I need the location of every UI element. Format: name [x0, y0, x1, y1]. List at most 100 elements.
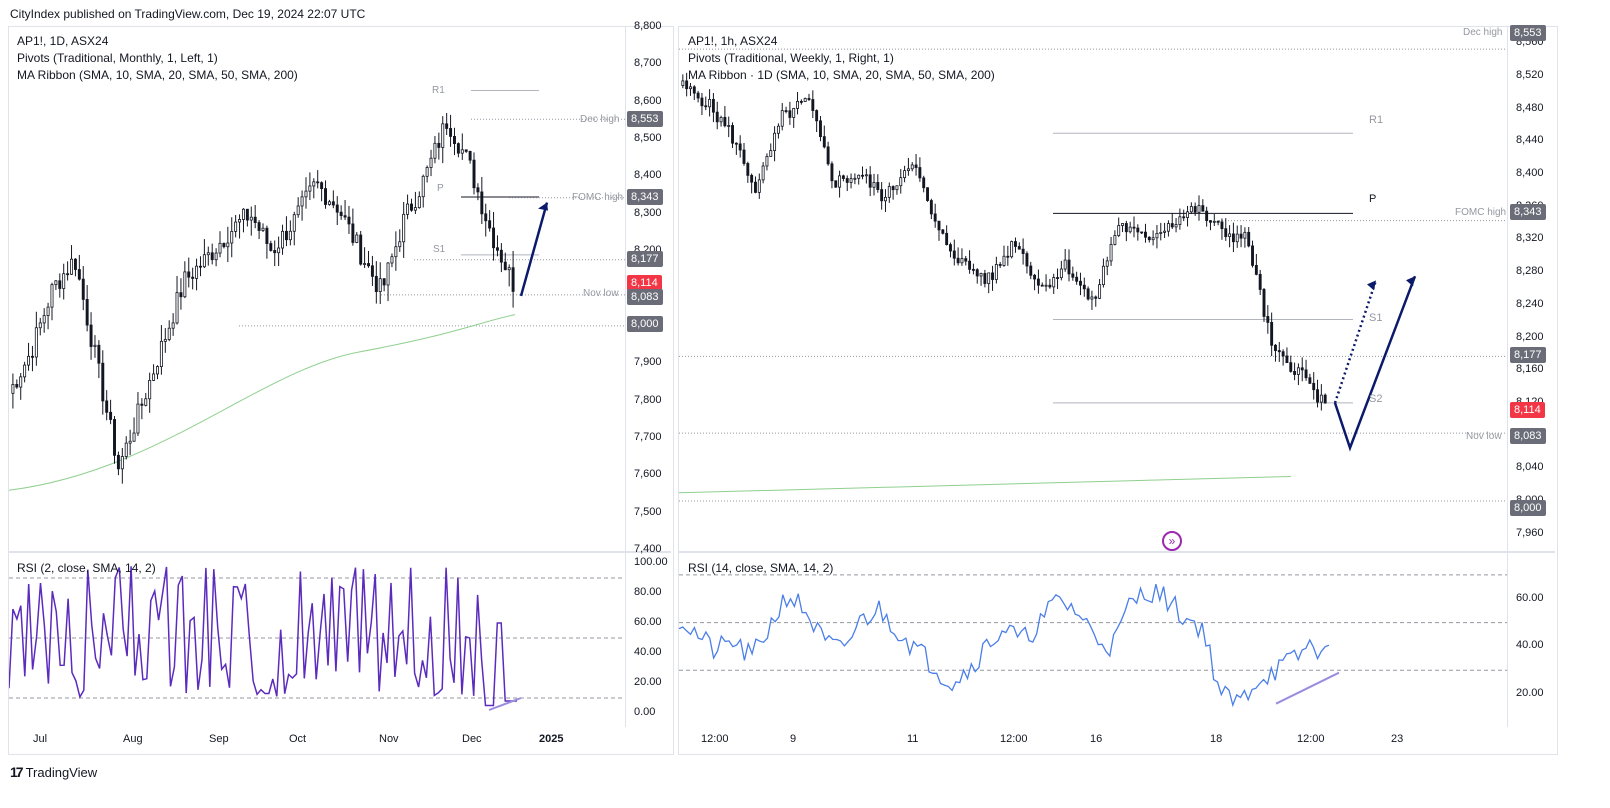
right-candle [780, 110, 784, 127]
right-tag-8000: 8,000 [1510, 500, 1546, 516]
left-legend: AP1!, 1D, ASX24 Pivots (Traditional, Mon… [17, 33, 298, 84]
right-candle [1144, 231, 1147, 238]
right-candle [926, 187, 929, 201]
left-candle [355, 234, 359, 243]
right-candle [834, 180, 838, 188]
right-candle [750, 174, 754, 183]
right-dotted-arrow [1333, 279, 1378, 404]
right-time-tick: 23 [1391, 733, 1404, 745]
left-candle [249, 216, 253, 221]
left-candle [441, 123, 445, 148]
right-candle [941, 229, 945, 234]
right-candle [872, 182, 876, 188]
left-candle [327, 201, 331, 205]
right-candle [1086, 288, 1090, 300]
right-candle [1293, 371, 1297, 375]
left-time-tick: Oct [289, 733, 307, 745]
right-candle [788, 110, 792, 118]
right-candle [849, 178, 853, 183]
left-candle [210, 252, 214, 261]
right-candle [1071, 273, 1075, 278]
left-candle [367, 263, 370, 267]
right-candle [1235, 233, 1239, 243]
left-rsi-line [9, 566, 517, 707]
left-candle [97, 344, 101, 364]
right-dotted-arrowhead [1367, 280, 1376, 291]
right-legend-pivots: Pivots (Traditional, Weekly, 1, Right, 1… [688, 51, 894, 65]
right-candle [731, 125, 734, 144]
left-candle [116, 454, 120, 470]
left-candle [425, 167, 429, 177]
left-price-tick: 8,500 [634, 132, 662, 145]
right-candle [868, 174, 872, 188]
left-chart-panel[interactable] [8, 26, 674, 755]
left-candle [417, 196, 421, 208]
right-rsi-chart[interactable] [679, 553, 1507, 725]
right-candle [987, 272, 991, 284]
left-candle [492, 227, 496, 249]
right-candle [1090, 296, 1094, 300]
right-rsi-tick: 40.00 [1516, 639, 1544, 652]
left-pane-separator[interactable] [9, 551, 671, 553]
right-time-tick: 11 [907, 733, 919, 745]
right-legend: AP1!, 1h, ASX24 Pivots (Traditional, Wee… [688, 33, 995, 84]
right-pane-separator[interactable] [679, 551, 1555, 553]
right-candle [1136, 227, 1140, 233]
right-candle [773, 132, 777, 151]
right-time-tick: 12:00 [1000, 733, 1028, 745]
right-time-tick: 12:00 [701, 733, 729, 745]
goto-realtime-icon[interactable]: » [1162, 531, 1182, 551]
right-candle [1021, 248, 1025, 254]
right-candle [1285, 355, 1289, 364]
left-price-chart[interactable] [9, 27, 625, 550]
right-time-tick: 18 [1210, 733, 1223, 745]
left-rsi-tick: 80.00 [634, 586, 662, 598]
left-candle [292, 214, 296, 232]
right-time-tick: 16 [1090, 733, 1103, 745]
left-candle [218, 242, 222, 254]
left-candle [148, 380, 152, 400]
left-candle [238, 219, 242, 223]
left-tag-nov-low: 8,083 [627, 289, 663, 305]
left-candle [15, 384, 19, 388]
right-candle [857, 174, 861, 179]
right-rsi-legend: RSI (14, close, SMA, 14, 2) [688, 561, 834, 575]
right-candle [1010, 241, 1014, 258]
right-candle [933, 213, 937, 222]
right-candle [960, 258, 964, 264]
right-candle [1254, 264, 1258, 275]
right-candle [880, 189, 884, 202]
left-candle [120, 456, 124, 470]
right-price-chart[interactable] [679, 27, 1507, 550]
left-candle [421, 175, 425, 198]
right-candle [1117, 225, 1121, 236]
right-candle [1113, 235, 1117, 245]
right-candle [899, 177, 903, 187]
left-candle [273, 250, 277, 254]
right-price-tick: 8,240 [1516, 297, 1544, 310]
right-price-tick: 8,160 [1516, 363, 1544, 376]
right-candle [1209, 220, 1212, 223]
right-candle [1201, 205, 1205, 212]
left-candle [81, 278, 85, 300]
left-candle [70, 258, 73, 275]
left-candle [183, 271, 187, 298]
left-rsi-tick: 40.00 [634, 646, 662, 658]
left-candle [85, 299, 89, 326]
left-candle [394, 246, 398, 258]
right-candle [822, 136, 826, 148]
right-candle [1052, 277, 1056, 288]
right-candle [1025, 253, 1029, 267]
right-candle [1243, 231, 1247, 239]
right-legend-symbol: AP1!, 1h, ASX24 [688, 34, 778, 48]
right-candle [1277, 350, 1281, 353]
left-candle [503, 261, 507, 271]
left-candle [73, 258, 77, 270]
right-candle [1193, 206, 1197, 213]
right-candle [1308, 377, 1312, 384]
right-candle [723, 116, 727, 127]
left-price-tick: 8,300 [634, 206, 662, 219]
left-rsi-chart[interactable] [9, 553, 625, 725]
left-pivot-p: P [437, 183, 444, 194]
right-candle [692, 86, 696, 94]
